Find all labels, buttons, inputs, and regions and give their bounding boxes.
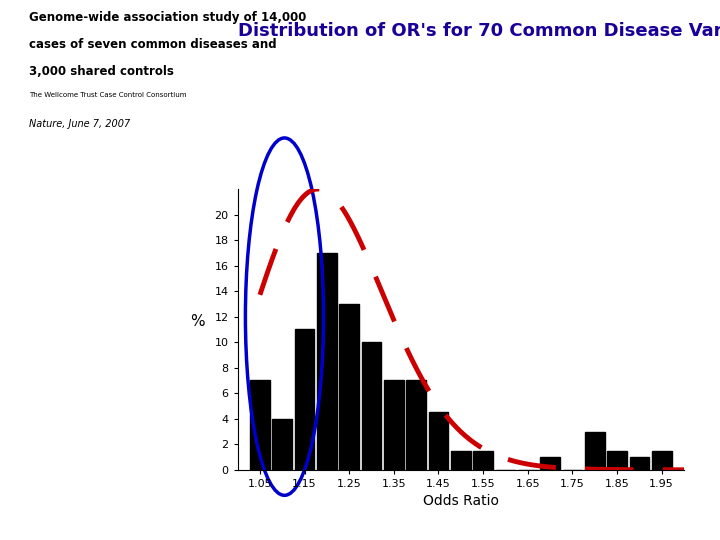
Bar — [339, 304, 359, 470]
Bar — [361, 342, 382, 470]
Bar — [294, 329, 315, 470]
Bar — [540, 457, 560, 470]
Bar — [607, 451, 627, 470]
Text: Nature, June 7, 2007: Nature, June 7, 2007 — [29, 119, 130, 129]
Bar — [585, 431, 605, 470]
Bar — [652, 451, 672, 470]
Text: cases of seven common diseases and: cases of seven common diseases and — [29, 38, 276, 51]
X-axis label: Odds Ratio: Odds Ratio — [423, 495, 499, 508]
Bar — [473, 451, 493, 470]
Bar — [428, 413, 449, 470]
Y-axis label: %: % — [191, 314, 205, 329]
Bar — [451, 451, 471, 470]
Bar — [317, 253, 337, 470]
Text: The Wellcome Trust Case Control Consortium: The Wellcome Trust Case Control Consorti… — [29, 92, 186, 98]
Text: Distribution of OR's for 70 Common Disease Variants: Distribution of OR's for 70 Common Disea… — [238, 22, 720, 39]
Text: 3,000 shared controls: 3,000 shared controls — [29, 65, 174, 78]
Bar — [272, 418, 292, 470]
Bar — [384, 381, 404, 470]
Text: Genome-wide association study of 14,000: Genome-wide association study of 14,000 — [29, 11, 306, 24]
Bar — [629, 457, 649, 470]
Bar — [250, 381, 270, 470]
Bar — [406, 381, 426, 470]
